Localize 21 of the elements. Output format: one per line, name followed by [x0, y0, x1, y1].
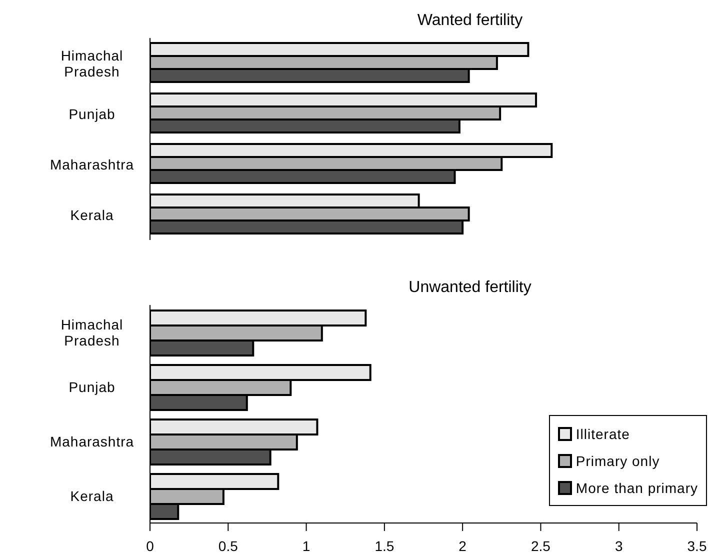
x-tick-label: 1.5: [374, 538, 394, 554]
y-tick-label: Maharashtra: [50, 433, 134, 450]
y-tick-label: Kerala: [70, 206, 114, 223]
chart-title: Unwanted fertility: [408, 279, 532, 297]
x-tick-label: 0: [146, 538, 154, 554]
chart-title: Wanted fertility: [416, 12, 524, 30]
legend-label: Illiterate: [576, 426, 630, 442]
x-tick-label: 2.5: [530, 538, 551, 554]
y-tick-label: Punjab: [68, 106, 116, 122]
x-tick-label: 3.5: [687, 538, 707, 554]
legend-label: More than primary: [576, 480, 698, 496]
y-tick-label: Kerala: [70, 488, 114, 504]
y-tick-label: Himachal Pradesh: [60, 47, 124, 80]
y-tick-label: Punjab: [68, 378, 116, 395]
x-tick-label: 2: [458, 538, 467, 554]
y-tick-label: Maharashtra: [50, 156, 134, 172]
x-tick-label: 0.5: [218, 538, 238, 554]
x-tick-label: 1: [302, 538, 310, 554]
legend-label: Primary only: [576, 452, 660, 468]
x-tick-label: 3: [614, 538, 623, 554]
y-tick-label: Himachal Pradesh: [60, 316, 124, 348]
